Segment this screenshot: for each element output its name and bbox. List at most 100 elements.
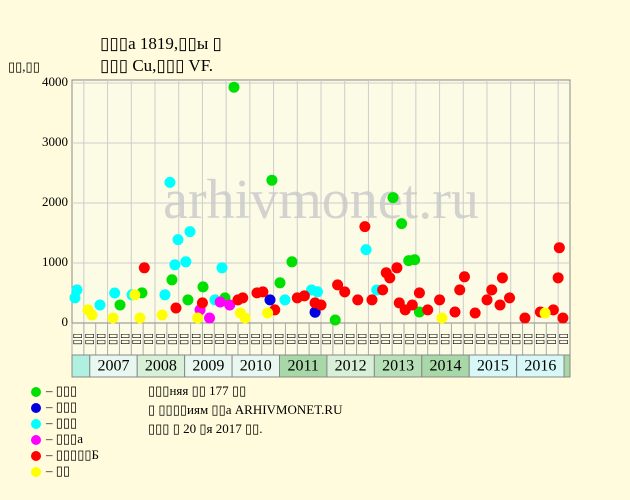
- x-tick-label: ▯▯: [261, 333, 273, 345]
- point: [496, 272, 508, 284]
- point: [286, 256, 298, 268]
- year-label: 2010: [240, 358, 272, 375]
- note: ▯ ▯▯▯▯иям ▯▯а ARHIVMONET.RU: [148, 402, 343, 417]
- x-tick-label: ▯▯: [143, 333, 155, 345]
- x-tick-label: ▯▯: [71, 333, 83, 345]
- point: [184, 226, 196, 238]
- watermark: arhivmonet.ru: [163, 169, 479, 231]
- y-tick-label: 0: [62, 314, 69, 329]
- x-tick-label: ▯▯: [380, 333, 392, 345]
- point: [449, 306, 461, 318]
- legend-marker: [31, 403, 41, 413]
- point: [539, 307, 551, 319]
- year-label: 2013: [382, 358, 414, 375]
- point: [298, 290, 310, 302]
- point: [170, 302, 182, 314]
- y-tick-label: 4000: [42, 74, 68, 89]
- point: [311, 286, 323, 298]
- x-tick-label: ▯▯: [154, 333, 166, 345]
- point: [387, 192, 399, 204]
- point: [274, 277, 286, 289]
- x-tick-label: ▯▯: [309, 333, 321, 345]
- point: [359, 221, 371, 233]
- point: [360, 244, 372, 256]
- x-tick-label: ▯▯: [475, 333, 487, 345]
- point: [192, 312, 204, 324]
- x-tick-label: ▯▯: [166, 333, 178, 345]
- point: [454, 284, 466, 296]
- point: [239, 312, 251, 324]
- point: [547, 304, 559, 316]
- point: [553, 242, 565, 254]
- x-tick-label: ▯▯: [332, 333, 344, 345]
- point: [332, 279, 344, 291]
- point: [519, 312, 531, 324]
- point: [409, 254, 421, 266]
- point: [329, 314, 341, 326]
- point: [86, 309, 98, 321]
- y-tick-label: 1000: [42, 254, 68, 269]
- point: [396, 218, 408, 230]
- legend-marker: [31, 419, 41, 429]
- point: [214, 296, 226, 308]
- point: [377, 284, 389, 296]
- point: [366, 294, 378, 306]
- x-tick-label: ▯▯: [178, 333, 190, 345]
- x-tick-label: ▯▯: [226, 333, 238, 345]
- point: [279, 294, 291, 306]
- x-tick-label: ▯▯: [546, 333, 558, 345]
- x-tick-label: ▯▯: [214, 333, 226, 345]
- point: [352, 294, 364, 306]
- point: [114, 299, 126, 311]
- point: [413, 306, 425, 318]
- x-tick-label: ▯▯: [119, 333, 131, 345]
- x-tick-label: ▯▯: [95, 333, 107, 345]
- point: [384, 272, 396, 284]
- y-tick-label: 3000: [42, 134, 68, 149]
- year-row-end: [563, 354, 571, 378]
- point: [494, 299, 506, 311]
- point: [391, 262, 403, 274]
- legend-label: – ▯▯▯а: [45, 431, 83, 446]
- x-tick-label: ▯▯: [558, 333, 570, 345]
- point: [262, 307, 274, 319]
- x-tick-label: ▯▯: [463, 333, 475, 345]
- x-tick-label: ▯▯: [486, 333, 498, 345]
- x-tick-label: ▯▯: [237, 333, 249, 345]
- y-axis-label: ▯▯,▯▯: [8, 59, 40, 74]
- year-label: 2015: [477, 358, 509, 375]
- x-tick-label: ▯▯: [510, 333, 522, 345]
- point: [458, 271, 470, 283]
- x-tick-label: ▯▯: [320, 333, 332, 345]
- legend-marker: [31, 467, 41, 477]
- point: [486, 284, 498, 296]
- point: [204, 312, 216, 324]
- x-tick-label: ▯▯: [344, 333, 356, 345]
- point: [169, 259, 181, 271]
- x-tick-label: ▯▯: [356, 333, 368, 345]
- legend-label: – ▯▯: [45, 463, 70, 478]
- x-tick-label: ▯▯: [202, 333, 214, 345]
- year-label: 2009: [192, 358, 224, 375]
- point: [434, 294, 446, 306]
- x-tick-label: ▯▯: [131, 333, 143, 345]
- year-label: 2016: [524, 358, 556, 375]
- x-tick-label: ▯▯: [273, 333, 285, 345]
- point: [469, 307, 481, 319]
- x-tick-label: ▯▯: [534, 333, 546, 345]
- x-tick-label: ▯▯: [368, 333, 380, 345]
- point: [109, 287, 121, 299]
- point: [228, 81, 240, 93]
- x-tick-label: ▯▯: [190, 333, 202, 345]
- point: [422, 304, 434, 316]
- point: [156, 309, 168, 321]
- point: [339, 286, 351, 298]
- point: [71, 284, 83, 296]
- year-label: 2011: [288, 358, 319, 375]
- point: [224, 299, 236, 311]
- point: [436, 312, 448, 324]
- point: [266, 174, 278, 186]
- legend-marker: [31, 451, 41, 461]
- point: [216, 262, 228, 274]
- x-tick-label: ▯▯: [403, 333, 415, 345]
